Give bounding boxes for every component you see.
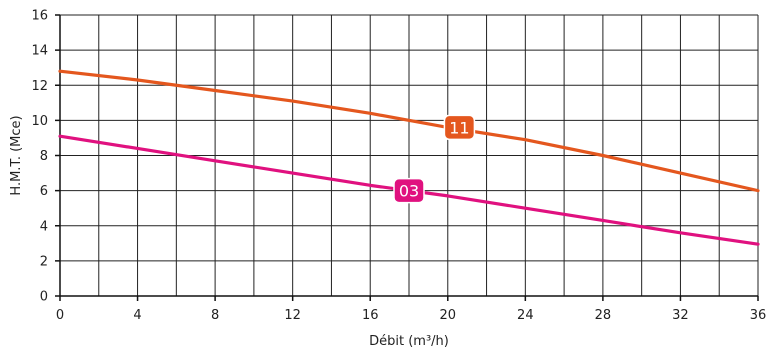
grid	[59, 14, 759, 297]
x-tick-label: 8	[211, 308, 219, 323]
x-tick-label: 24	[517, 308, 534, 323]
y-tick-label: 12	[31, 79, 48, 94]
y-tick-label: 4	[40, 219, 48, 234]
series-badge-label: 03	[399, 182, 419, 201]
x-tick-label: 20	[440, 308, 457, 323]
y-tick-label: 8	[40, 149, 48, 164]
series-labels: 11 03	[393, 114, 476, 204]
series-badge-03	[393, 177, 425, 204]
y-tick-label: 16	[31, 9, 48, 24]
y-tick-label: 14	[31, 44, 48, 59]
x-tick-label: 0	[56, 308, 64, 323]
x-tick-label: 32	[672, 308, 689, 323]
y-tick-label: 10	[31, 114, 48, 129]
y-tick-label: 2	[40, 254, 48, 269]
x-axis-title: Débit (m³/h)	[369, 334, 449, 349]
x-tick-label: 4	[133, 308, 141, 323]
x-tick-label: 12	[284, 308, 301, 323]
x-tick-label: 36	[750, 308, 767, 323]
series-line-11	[58, 69, 760, 193]
series-badge-label: 11	[449, 118, 469, 137]
axes	[55, 14, 759, 301]
y-tick-label: 6	[40, 184, 48, 199]
y-axis-title: H.M.T. (Mce)	[9, 115, 24, 195]
x-tick-label: 16	[362, 308, 379, 323]
x-tick-label: 28	[595, 308, 612, 323]
series-badge-11	[443, 114, 476, 141]
y-tick-label: 0	[40, 290, 48, 305]
